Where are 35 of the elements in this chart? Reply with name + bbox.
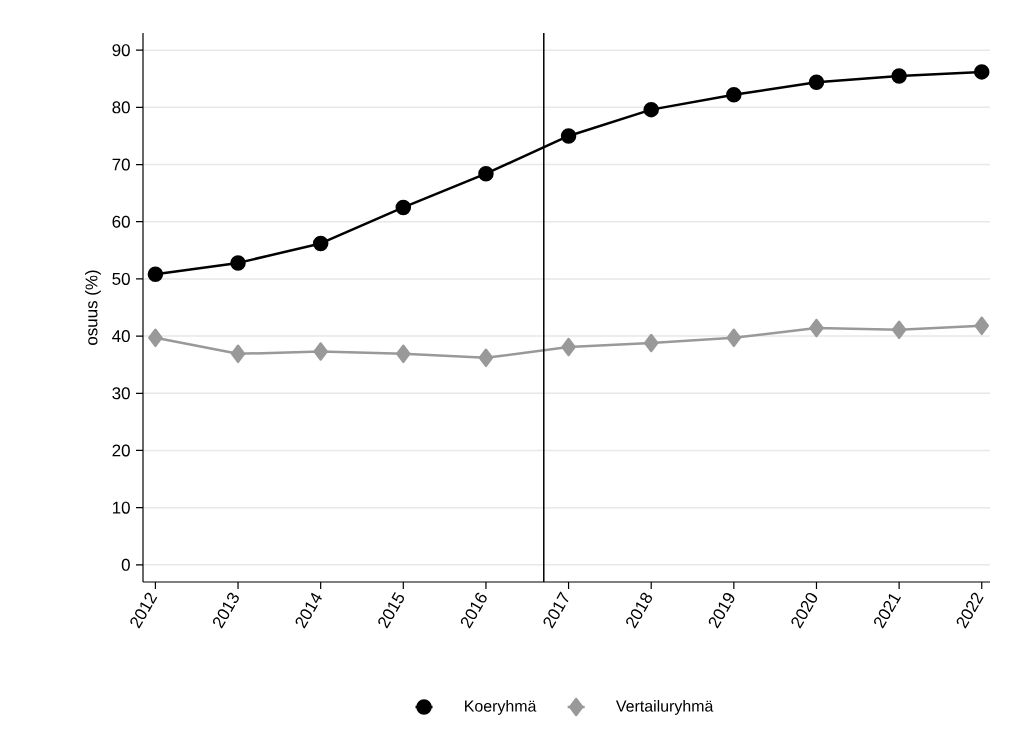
point — [395, 199, 412, 216]
y-tick-label: 30 — [112, 387, 130, 400]
point — [312, 235, 329, 252]
point — [230, 255, 246, 271]
point — [313, 342, 328, 361]
y-tick-label: 10 — [112, 501, 130, 514]
point — [643, 101, 659, 118]
point — [726, 328, 742, 348]
point — [891, 68, 907, 84]
y-tick-label: 50 — [112, 272, 130, 285]
point — [478, 348, 494, 368]
point — [560, 128, 577, 144]
point — [808, 74, 825, 90]
point — [809, 318, 824, 338]
point — [974, 316, 989, 336]
y-tick-label: 70 — [112, 158, 130, 171]
point — [726, 87, 742, 103]
y-tick-label: 40 — [112, 330, 130, 343]
point — [396, 344, 411, 364]
point — [230, 344, 246, 364]
y-tick-label: 60 — [112, 215, 130, 228]
point — [561, 337, 576, 357]
y-axis-title: osuus (%) — [85, 270, 101, 345]
point — [147, 266, 164, 283]
point — [891, 320, 907, 340]
y-tick-label: 80 — [112, 101, 130, 114]
point — [148, 328, 163, 348]
point — [974, 64, 990, 80]
y-tick-label: 20 — [112, 444, 130, 457]
y-tick-label: 90 — [112, 44, 130, 57]
y-tick-label: 0 — [121, 558, 130, 571]
legend-label: Koeryhmä — [465, 700, 537, 715]
legend-label: Vertailuryhmä — [615, 700, 714, 715]
point — [643, 333, 659, 353]
point — [478, 165, 494, 182]
